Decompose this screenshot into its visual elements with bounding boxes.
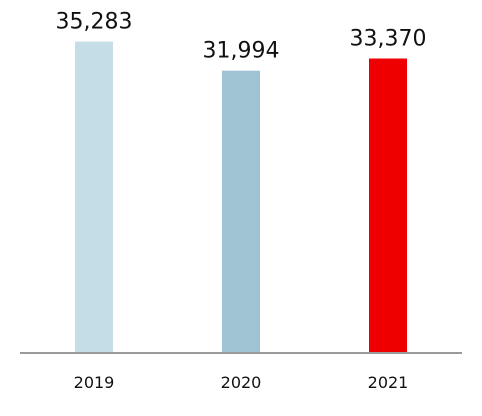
value-label-2019: 35,283 bbox=[56, 10, 133, 35]
value-label-2020: 31,994 bbox=[203, 39, 280, 64]
bar-2019 bbox=[75, 41, 113, 353]
bars-group bbox=[75, 41, 407, 353]
value-labels-group: 35,283 31,994 33,370 bbox=[56, 10, 427, 64]
x-tick-label-2019: 2019 bbox=[74, 373, 115, 392]
value-label-2021: 33,370 bbox=[350, 27, 427, 52]
tick-labels-group: 2019 2020 2021 bbox=[74, 373, 409, 392]
x-tick-label-2020: 2020 bbox=[221, 373, 262, 392]
bar-2020 bbox=[222, 70, 260, 353]
x-tick-label-2021: 2021 bbox=[368, 373, 409, 392]
bar-2021 bbox=[369, 58, 407, 353]
